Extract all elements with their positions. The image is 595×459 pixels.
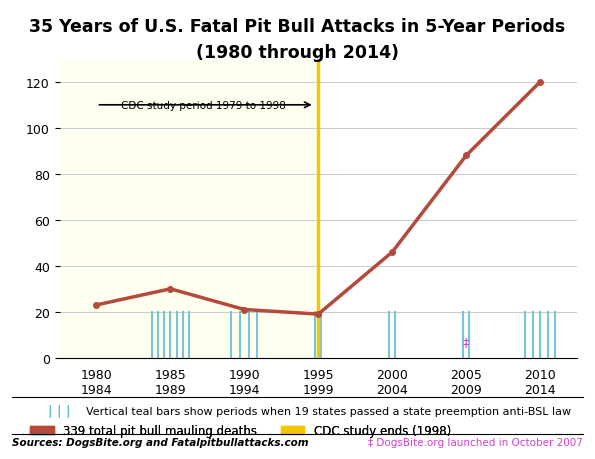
Text: ‡: ‡ <box>463 336 469 348</box>
Text: 35 Years of U.S. Fatal Pit Bull Attacks in 5-Year Periods: 35 Years of U.S. Fatal Pit Bull Attacks … <box>29 18 566 36</box>
Text: ‡ DogsBite.org launched in October 2007: ‡ DogsBite.org launched in October 2007 <box>368 437 583 448</box>
Text: | | |: | | | <box>48 404 70 417</box>
Text: Sources: DogsBite.org and Fatalpitbullattacks.com: Sources: DogsBite.org and Fatalpitbullat… <box>12 437 308 448</box>
Text: (1980 through 2014): (1980 through 2014) <box>196 44 399 62</box>
Bar <box>60 60 318 358</box>
Text: Vertical teal bars show periods when 19 states passed a state preemption anti-BS: Vertical teal bars show periods when 19 … <box>86 406 571 416</box>
Legend: 339 total pit bull mauling deaths, CDC study ends (1998): 339 total pit bull mauling deaths, CDC s… <box>26 419 456 442</box>
Text: CDC study period 1979 to 1998: CDC study period 1979 to 1998 <box>121 101 286 111</box>
